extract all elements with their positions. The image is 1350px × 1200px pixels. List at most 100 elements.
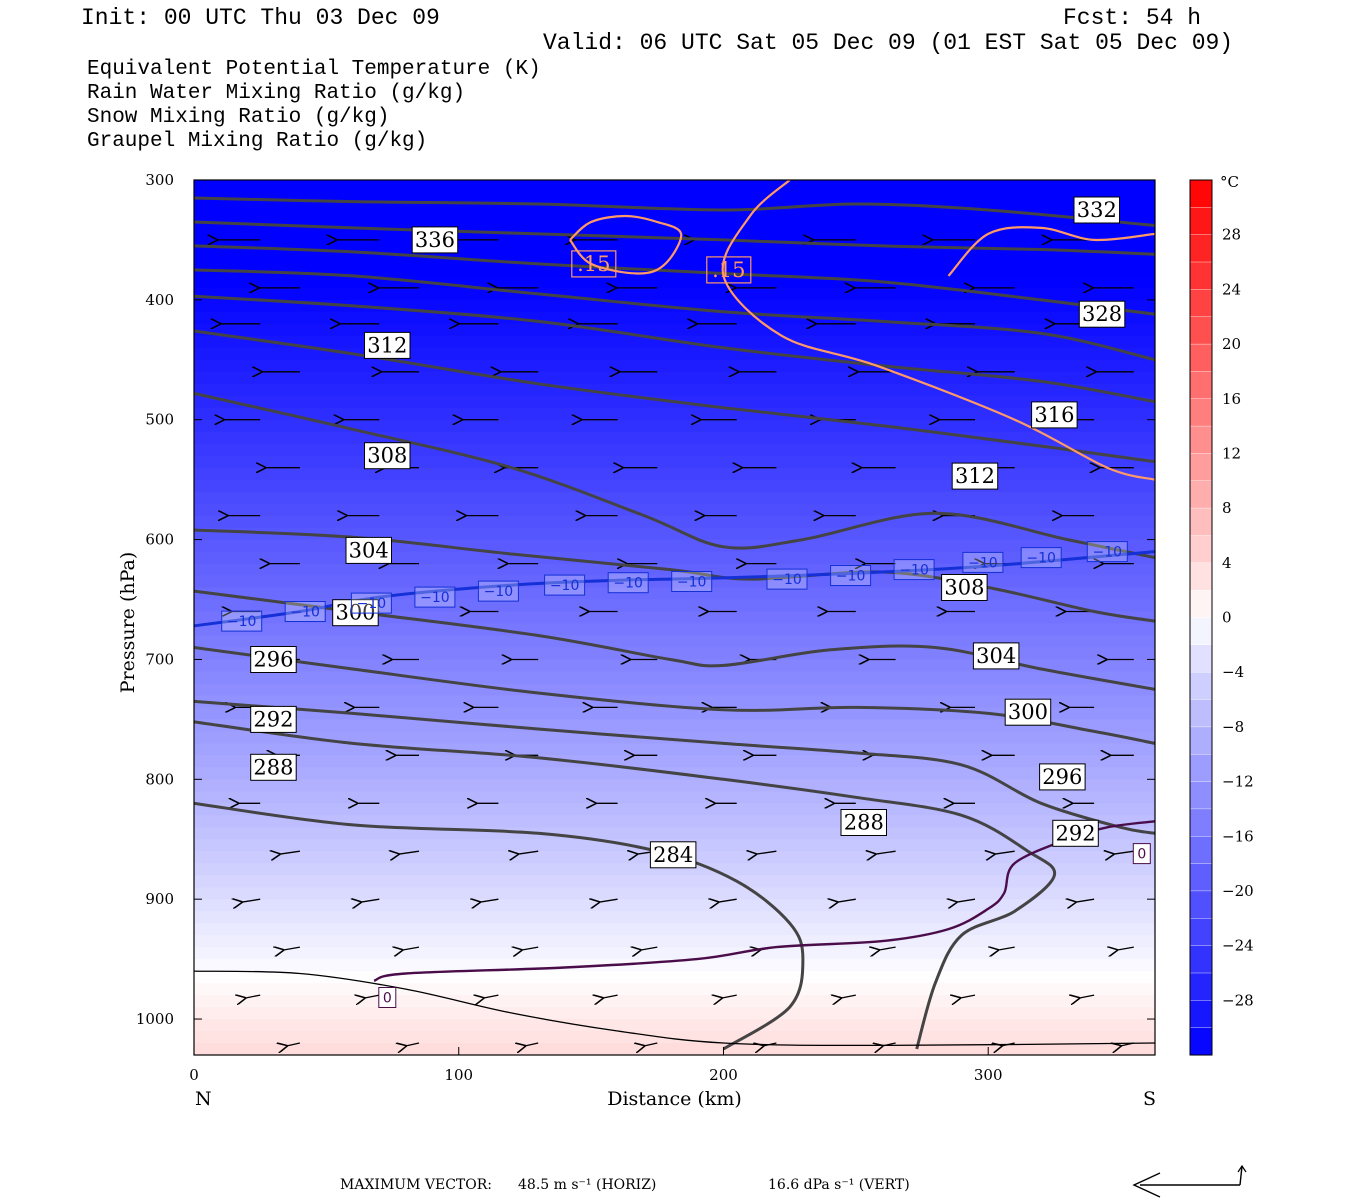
theta-e-contour	[194, 196, 1155, 227]
colorbar-swatch	[1189, 343, 1213, 373]
isotherm-label-box	[221, 610, 263, 632]
x-axis-title: Distance (km)	[607, 1088, 742, 1110]
wind-vector	[518, 851, 539, 854]
temperature-band	[194, 935, 1155, 948]
colorbar-swatch	[1189, 726, 1213, 756]
colorbar-swatch	[1189, 425, 1213, 455]
legend-theta-e: Equivalent Potential Temperature (K)	[87, 58, 541, 81]
y-tick-label: 400	[145, 291, 174, 309]
temperature-band	[194, 1007, 1155, 1020]
colorbar-swatch	[1189, 535, 1213, 564]
temperature-band	[194, 347, 1155, 361]
snow-contour	[947, 226, 1155, 277]
temperature-band	[194, 1019, 1155, 1032]
temperature-band	[194, 527, 1155, 541]
x-tick-label: 300	[974, 1066, 1003, 1084]
wind-vector	[402, 947, 420, 950]
wind-vector	[644, 1043, 658, 1046]
theta-e-label-text: 288	[844, 811, 884, 835]
y-tick-label: 900	[145, 890, 174, 908]
isotherm-label-text: −10	[772, 572, 802, 588]
isotherm-label: −10	[221, 610, 263, 632]
forecast-hour: Fcst: 54 h	[1063, 5, 1202, 31]
wind-vector	[1075, 899, 1095, 902]
isotherm-label-box	[1020, 547, 1062, 569]
isotherm-label-box	[350, 592, 392, 614]
theta-e-label-text: 300	[1008, 700, 1048, 724]
temperature-band	[194, 251, 1155, 265]
y-tick-label: 700	[145, 650, 174, 668]
reference-vector	[1132, 1164, 1247, 1198]
temperature-band	[194, 791, 1155, 805]
wind-vector	[398, 851, 420, 854]
isotherm-label-box	[1086, 541, 1128, 563]
temperature-band	[194, 899, 1155, 912]
temperature-band	[194, 875, 1155, 888]
theta-e-label-text: 312	[955, 464, 995, 488]
temperature-band	[194, 887, 1155, 900]
wind-vector	[480, 899, 499, 902]
theta-e-label: 332	[1073, 196, 1120, 224]
snow-label-text: .15	[712, 258, 745, 282]
ground-line	[194, 970, 1155, 1047]
colorbar-swatch	[1189, 918, 1213, 947]
colorbar-frame	[1189, 179, 1213, 1056]
wind-vector	[279, 851, 300, 854]
colorbar-label: −28	[1222, 991, 1254, 1009]
theta-e-label-text: 308	[367, 444, 407, 468]
colorbar-swatch	[1189, 207, 1213, 236]
wind-vector	[361, 899, 380, 902]
x-tick-label: 200	[709, 1066, 738, 1084]
theta-e-label: 308	[364, 442, 411, 470]
isotherm-label-text: −10	[484, 584, 514, 600]
temperature-band	[194, 443, 1155, 457]
temperature-band	[194, 659, 1155, 673]
axes: 300 400 500 600 700 800 900 1000 0 100 200 300 Dista…	[117, 171, 1156, 1110]
theta-e-contour	[194, 391, 1155, 560]
isotherm-label: −10	[893, 559, 935, 581]
isotherm-label-box	[477, 580, 519, 602]
colorbar-label: 24	[1222, 280, 1241, 298]
theta-e-label-text: 316	[1034, 403, 1074, 427]
theta-e-label: 296	[1039, 763, 1086, 791]
temperature-band	[194, 479, 1155, 493]
wind-vector	[1079, 995, 1095, 998]
zero-isotherm-label: 0	[1132, 843, 1151, 865]
isotherm-label-text: −10	[550, 578, 580, 594]
wind-vector	[283, 947, 301, 950]
theta-e-label-box	[649, 841, 697, 869]
temperature-band	[194, 503, 1155, 517]
colorbar-swatch	[1189, 672, 1213, 701]
isotherm-label-box	[766, 568, 808, 590]
theta-e-label-box	[411, 226, 459, 254]
theta-e-label: 316	[1031, 401, 1078, 429]
theta-e-label-box	[1031, 401, 1078, 429]
temperature-band	[194, 983, 1155, 996]
wind-vector	[718, 899, 737, 902]
wind-vector	[406, 1043, 420, 1046]
theta-e-contour	[194, 720, 1057, 1050]
wind-vector	[1113, 851, 1134, 854]
colorbar-swatch	[1189, 1000, 1213, 1029]
isotherm-label: −10	[1020, 547, 1062, 569]
temperature-band	[194, 947, 1155, 960]
y-tick-label: 1000	[136, 1010, 174, 1028]
colorbar-label: −8	[1222, 718, 1244, 736]
theta-e-label: 304	[972, 642, 1020, 670]
x-tick-label: 100	[444, 1066, 473, 1084]
wind-vector	[599, 899, 618, 902]
temperature-band	[194, 923, 1155, 936]
theta-e-label: 296	[250, 646, 297, 673]
isotherm-label-text: −10	[613, 576, 643, 592]
temperature-band	[194, 647, 1155, 661]
theta-e-label: 292	[250, 705, 297, 733]
isotherm-label: −10	[766, 568, 808, 590]
theta-e-label-text: 296	[253, 648, 293, 672]
theta-e-label-box	[250, 753, 297, 781]
wind-vector	[245, 995, 261, 998]
isotherm-label: −10	[962, 551, 1004, 573]
temperature-band	[194, 683, 1155, 697]
temperature-band	[194, 959, 1155, 972]
colorbar-swatch	[1189, 754, 1213, 783]
colorbar-swatch	[1189, 781, 1213, 810]
